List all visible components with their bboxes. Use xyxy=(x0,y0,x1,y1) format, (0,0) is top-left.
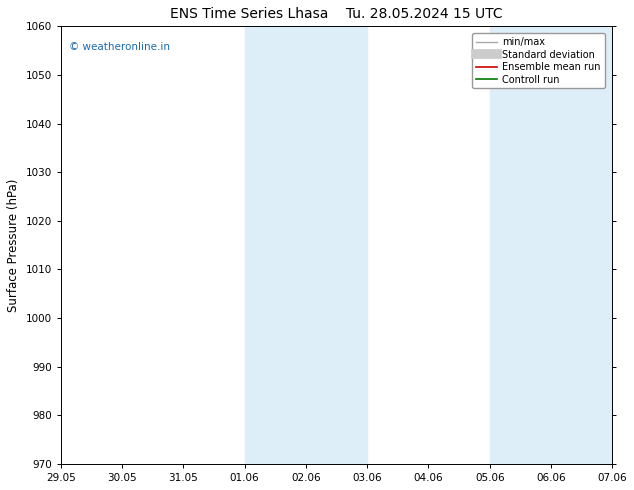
Bar xyxy=(245,26,367,464)
Legend: min/max, Standard deviation, Ensemble mean run, Controll run: min/max, Standard deviation, Ensemble me… xyxy=(472,33,605,88)
Bar xyxy=(489,26,612,464)
Text: © weatheronline.in: © weatheronline.in xyxy=(69,42,170,51)
Y-axis label: Surface Pressure (hPa): Surface Pressure (hPa) xyxy=(7,178,20,312)
Title: ENS Time Series Lhasa    Tu. 28.05.2024 15 UTC: ENS Time Series Lhasa Tu. 28.05.2024 15 … xyxy=(170,7,503,21)
